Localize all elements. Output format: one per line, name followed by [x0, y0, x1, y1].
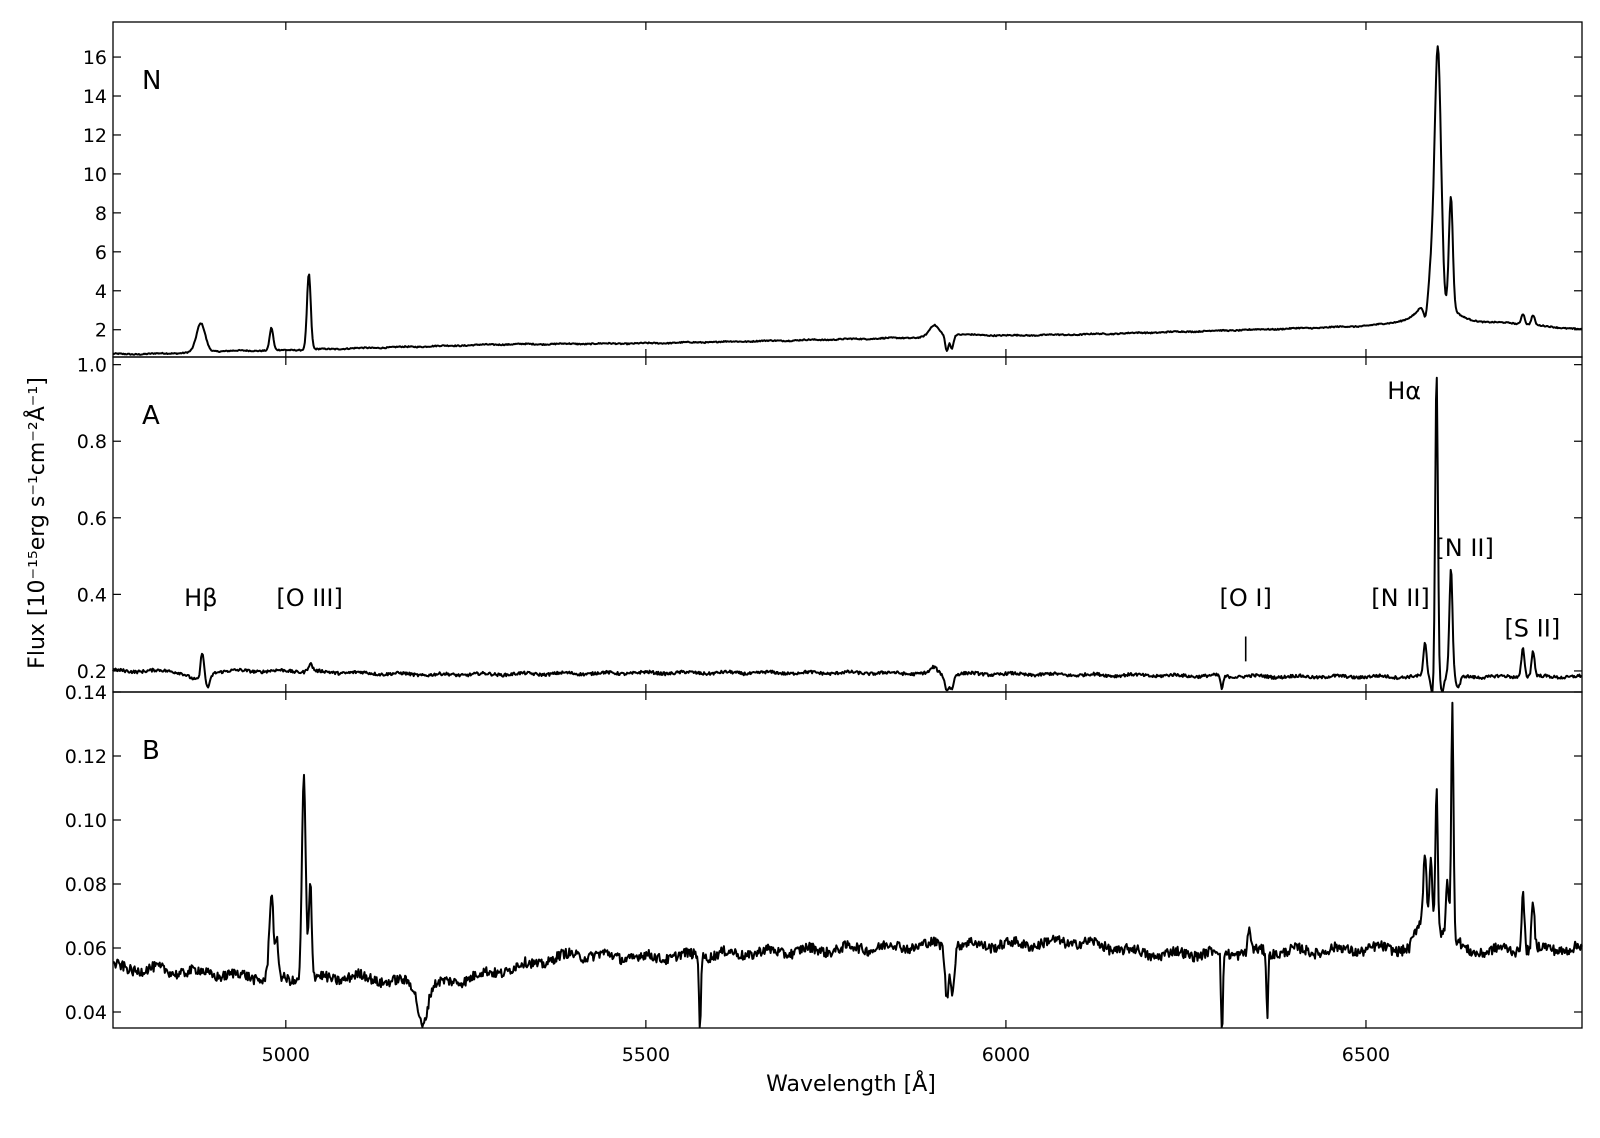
y-tick-label: 0.2 — [77, 661, 107, 683]
y-tick-label: 8 — [95, 203, 107, 225]
x-tick-label: 6000 — [982, 1044, 1030, 1066]
y-tick-label: 0.8 — [77, 431, 107, 453]
x-tick-label: 5000 — [262, 1044, 310, 1066]
y-tick-label: 6 — [95, 242, 107, 264]
emission-line-label: Hα — [1387, 377, 1421, 405]
y-tick-label: 10 — [83, 164, 107, 186]
emission-line-label: [O I] — [1220, 584, 1272, 612]
panel-label: A — [142, 401, 160, 431]
emission-line-label: [N II] — [1435, 534, 1493, 562]
panels-group: 246810121416N0.20.40.60.81.0A0.040.060.0… — [65, 21, 1583, 1066]
y-tick-label: 0.6 — [77, 508, 107, 530]
y-tick-label: 0.08 — [65, 874, 107, 896]
y-tick-label: 2 — [95, 320, 107, 342]
panel-frame — [112, 356, 1583, 693]
y-tick-label: 16 — [83, 47, 107, 69]
panel-frame — [112, 691, 1583, 1029]
panel-n: 2 4 6 8 10 12 14 16 N — [83, 21, 1583, 358]
y-tick-label: 4 — [95, 281, 107, 303]
y-tick-label: 0.10 — [65, 810, 107, 832]
y-tick-label: 12 — [83, 125, 107, 147]
panel-frame — [112, 21, 1583, 358]
panel-label: N — [142, 66, 161, 96]
y-tick-label: 0.14 — [65, 682, 107, 704]
x-tick-label: 6500 — [1342, 1044, 1390, 1066]
y-tick-label: 1.0 — [77, 355, 107, 377]
emission-line-label: Hβ — [184, 584, 217, 612]
panel-label: B — [142, 736, 160, 766]
y-axis-label: Flux [10⁻¹⁵erg s⁻¹cm⁻²Å⁻¹] — [23, 377, 50, 669]
panel-a: 0.2 0.4 0.6 0.8 1.0 A — [77, 355, 1583, 693]
spectrum-line-a — [112, 376, 1583, 692]
y-tick-label: 14 — [83, 86, 107, 108]
panel-b: 0.04 0.06 0.08 0.10 0.12 0.14 B — [65, 682, 1583, 1029]
emission-line-label: [O III] — [276, 584, 342, 612]
y-tick-label: 0.06 — [65, 938, 107, 960]
x-tick-label: 5500 — [622, 1044, 670, 1066]
x-axis-label: Wavelength [Å] — [766, 1070, 936, 1097]
emission-line-label: [S II] — [1504, 614, 1560, 642]
spectrum-line-b — [112, 701, 1583, 1028]
y-tick-label: 0.12 — [65, 746, 107, 768]
spectrum-line-n — [112, 45, 1583, 356]
y-tick-label: 0.04 — [65, 1002, 107, 1024]
y-tick-label: 0.4 — [77, 584, 107, 606]
emission-line-label: [N II] — [1371, 584, 1429, 612]
